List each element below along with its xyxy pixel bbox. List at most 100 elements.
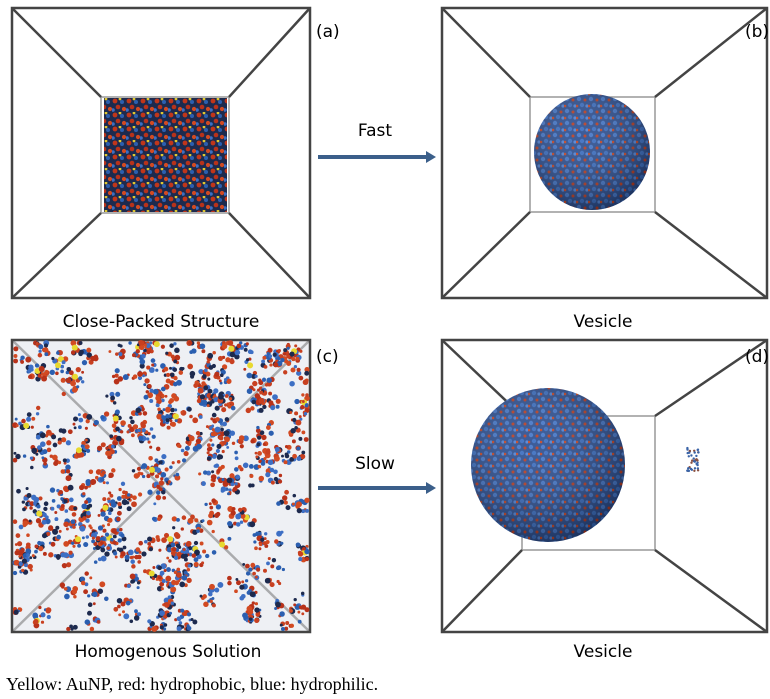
particle [137, 371, 143, 377]
particle [108, 472, 113, 477]
particle [132, 353, 136, 357]
particle [266, 377, 271, 382]
particle [102, 529, 106, 533]
particle [72, 374, 78, 380]
particle [50, 370, 55, 375]
particle [169, 466, 172, 469]
particle [171, 601, 174, 604]
particle [261, 435, 266, 440]
arrow-fast: Fast [318, 121, 436, 163]
particle [234, 467, 239, 472]
particle [40, 432, 46, 438]
particle [120, 601, 125, 606]
particle [268, 392, 272, 396]
particle [257, 443, 261, 447]
particle [695, 455, 697, 457]
particle [158, 401, 161, 404]
particle [225, 357, 230, 362]
particle [128, 341, 131, 344]
particle [107, 523, 110, 526]
particle [219, 436, 224, 441]
particle [239, 435, 245, 441]
particle [84, 500, 88, 504]
particle [39, 366, 45, 372]
particle [107, 451, 112, 456]
particle [37, 445, 42, 450]
particle [66, 367, 71, 372]
particle [78, 413, 81, 416]
particle [65, 465, 71, 471]
particle [211, 424, 214, 427]
particle [79, 485, 84, 490]
particle [193, 446, 199, 452]
particle [23, 497, 27, 501]
panel-caption: Homogenous Solution [75, 642, 262, 662]
particle [155, 369, 158, 372]
particle [235, 475, 240, 480]
particle [216, 512, 221, 517]
particle [82, 360, 87, 365]
particle [102, 505, 108, 511]
particle [165, 576, 171, 582]
particle [294, 344, 297, 347]
particle [254, 607, 259, 612]
particle [82, 536, 85, 539]
particle [113, 416, 119, 422]
edge [229, 8, 310, 97]
particle [190, 371, 196, 377]
particle [63, 499, 67, 503]
particle [84, 571, 88, 575]
particle [91, 540, 95, 544]
particle [107, 518, 112, 523]
particle [180, 609, 184, 613]
particle [156, 578, 159, 581]
particle [211, 597, 214, 600]
particle [51, 357, 54, 360]
particle [86, 511, 91, 516]
particle [125, 555, 130, 560]
particle [50, 487, 55, 492]
particle [26, 533, 30, 537]
particle [304, 437, 309, 442]
particle [93, 356, 99, 362]
particle [297, 368, 301, 372]
particle [171, 393, 176, 398]
particle [134, 555, 139, 560]
particle [97, 446, 102, 451]
particle [117, 511, 122, 516]
particle [221, 407, 226, 412]
particle [207, 353, 213, 359]
particle [115, 409, 120, 414]
particle [42, 513, 46, 517]
particle [276, 405, 280, 409]
particle [88, 602, 93, 607]
particle [296, 542, 301, 547]
particle [20, 355, 24, 359]
particle [151, 358, 156, 363]
particle [688, 452, 690, 454]
particle [210, 417, 213, 420]
particle [149, 571, 155, 577]
particle [144, 395, 149, 400]
particle [232, 442, 235, 445]
particle [236, 522, 241, 527]
particle [117, 496, 122, 501]
particle [248, 568, 252, 572]
particle [207, 457, 211, 461]
particle [168, 400, 172, 404]
particle [269, 354, 272, 357]
particle [34, 550, 38, 554]
particle [187, 612, 191, 616]
particle [81, 371, 84, 374]
particle [123, 613, 129, 619]
particle [133, 374, 138, 379]
particle [144, 378, 149, 383]
particle [690, 468, 692, 470]
particle [161, 454, 166, 459]
particle [139, 345, 144, 350]
particle [118, 488, 121, 491]
particle [224, 378, 227, 381]
particle [137, 474, 140, 477]
particle [33, 497, 39, 503]
particle [16, 424, 19, 427]
